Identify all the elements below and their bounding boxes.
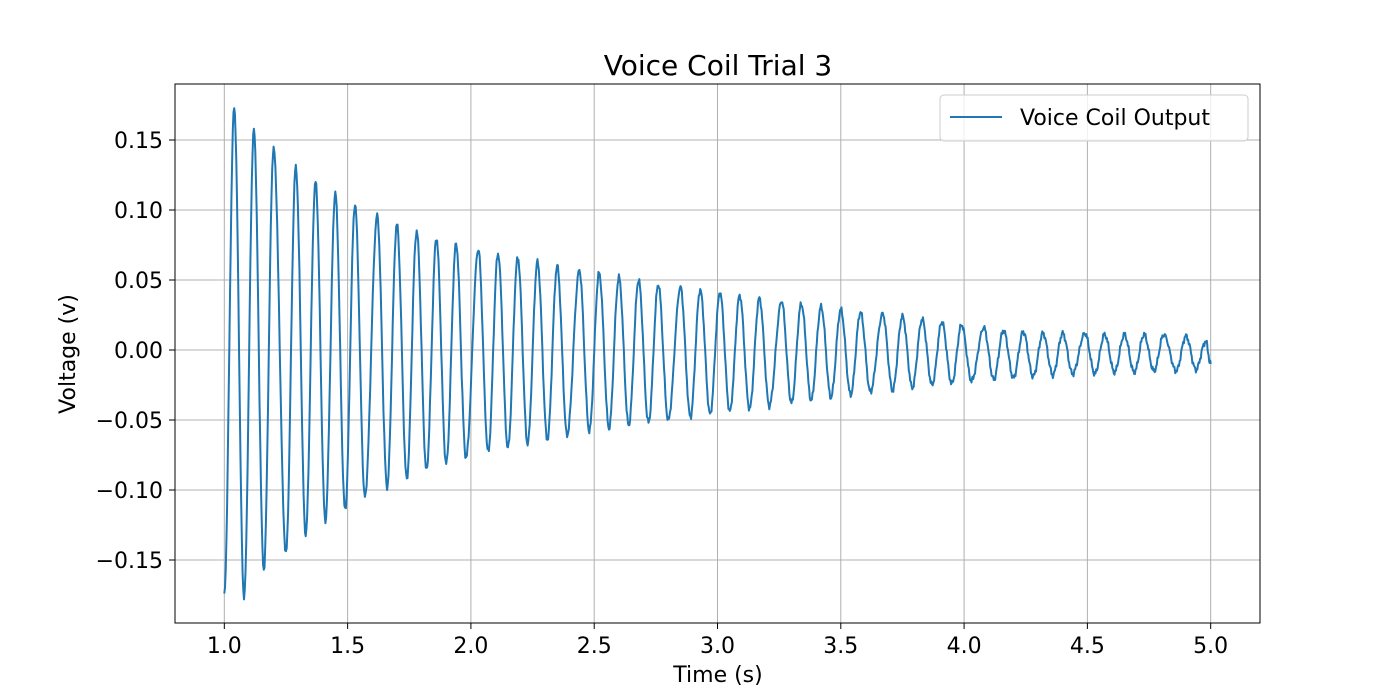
x-tick-label: 3.0 (700, 634, 735, 659)
y-tick-label: −0.15 (96, 549, 163, 574)
series-line-voice-coil-output (223, 107, 1212, 601)
y-tick-label: 0.05 (114, 269, 163, 294)
y-axis-label: Voltage (v) (56, 294, 81, 414)
series-layer (223, 107, 1212, 601)
x-tick-label: 2.5 (577, 634, 612, 659)
legend-entry-label: Voice Coil Output (1020, 106, 1210, 131)
x-axis-ticks: 1.0 1.5 2.0 2.5 3.0 3.5 4.0 4.5 5.0 (207, 623, 1228, 659)
x-tick-label: 4.0 (947, 634, 982, 659)
chart-title: Voice Coil Trial 3 (604, 49, 832, 82)
legend-box (939, 94, 1249, 142)
legend: Voice Coil Output (939, 94, 1249, 142)
y-tick-label: 0.00 (114, 339, 163, 364)
x-tick-label: 4.5 (1070, 634, 1105, 659)
x-tick-label: 3.5 (823, 634, 858, 659)
x-tick-label: 5.0 (1193, 634, 1228, 659)
x-axis-label: Time (s) (672, 663, 762, 688)
y-tick-label: −0.10 (96, 479, 163, 504)
y-tick-label: 0.10 (114, 199, 163, 224)
x-tick-label: 1.0 (207, 634, 242, 659)
y-tick-label: −0.05 (96, 409, 163, 434)
y-axis-ticks: −0.15 −0.10 −0.05 0.00 0.05 0.10 0.15 (96, 129, 175, 574)
grid (175, 84, 1260, 623)
x-tick-label: 2.0 (453, 634, 488, 659)
x-tick-label: 1.5 (330, 634, 365, 659)
y-tick-label: 0.15 (114, 129, 163, 154)
